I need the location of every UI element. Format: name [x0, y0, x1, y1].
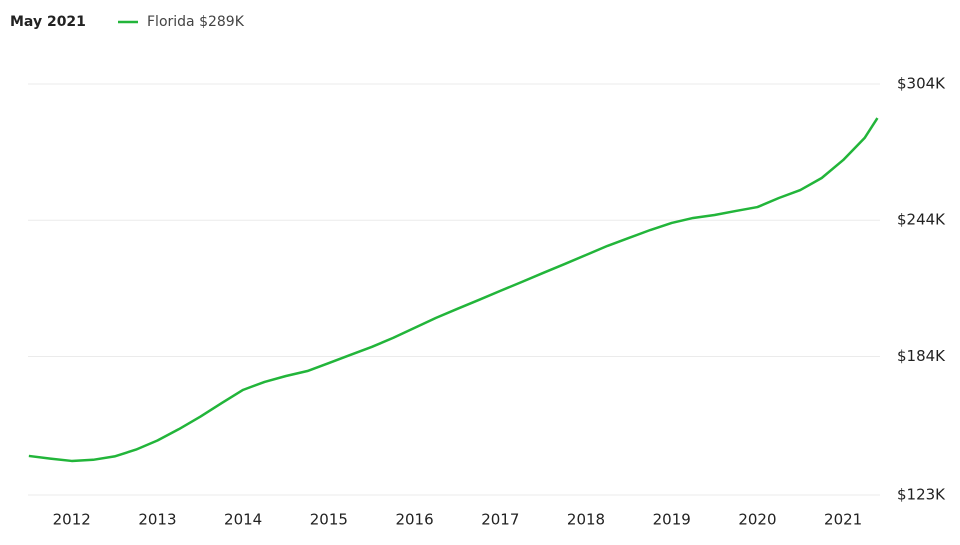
x-tick-label: 2015 — [310, 511, 348, 529]
y-tick-label: $184K — [897, 347, 946, 365]
legend-entry: Florida $289K — [147, 14, 245, 30]
legend-value: $289K — [199, 14, 245, 30]
x-tick-label: 2018 — [567, 511, 605, 529]
x-tick-label: 2021 — [824, 511, 862, 529]
y-tick-label: $244K — [897, 211, 946, 229]
legend-label: Florida — [147, 14, 195, 30]
x-tick-label: 2014 — [224, 511, 262, 529]
x-tick-label: 2019 — [653, 511, 691, 529]
x-tick-label: 2016 — [395, 511, 433, 529]
y-tick-label: $304K — [897, 75, 946, 93]
y-tick-label: $123K — [897, 486, 946, 504]
x-tick-label: 2017 — [481, 511, 519, 529]
data-line — [28, 117, 879, 463]
x-tick-label: 2013 — [138, 511, 176, 529]
date-header: May 2021 — [10, 14, 86, 30]
x-tick-label: 2012 — [53, 511, 91, 529]
x-tick-label: 2020 — [738, 511, 776, 529]
